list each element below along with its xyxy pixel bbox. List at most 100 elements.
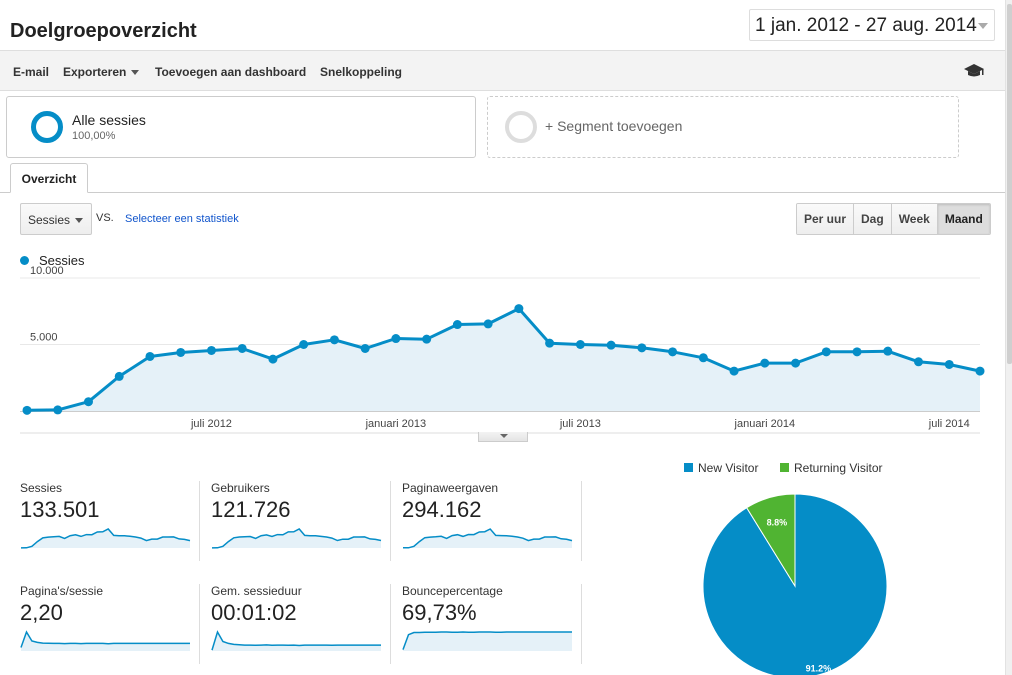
legend-swatch bbox=[684, 463, 693, 472]
x-tick-label: juli 2014 bbox=[928, 418, 970, 430]
scorecard-label: Gebruikers bbox=[211, 481, 270, 495]
scorecard-bounce-rate[interactable]: Bouncepercentage 69,73% bbox=[402, 584, 582, 664]
scorecard-sparkline bbox=[211, 630, 381, 651]
report-toolbar: E-mail Exporteren Toevoegen aan dashboar… bbox=[0, 50, 1005, 91]
data-point bbox=[606, 340, 616, 350]
chevron-down-icon bbox=[75, 218, 83, 223]
data-point bbox=[914, 357, 924, 367]
tab-overview[interactable]: Overzicht bbox=[10, 163, 88, 193]
data-point bbox=[206, 345, 216, 355]
scorecard-label: Pagina's/sessie bbox=[20, 584, 104, 598]
pie-slice bbox=[745, 493, 796, 588]
data-point bbox=[360, 343, 370, 353]
graduation-cap-icon[interactable] bbox=[963, 63, 985, 79]
scorecard-label: Gem. sessieduur bbox=[211, 584, 302, 598]
metric-select[interactable]: Sessies bbox=[20, 203, 92, 235]
sparkline-line bbox=[211, 528, 382, 549]
legend-swatch bbox=[780, 463, 789, 472]
page-title: Doelgroepoverzicht bbox=[10, 20, 197, 42]
sparkline-line bbox=[403, 528, 573, 549]
segment-all-sessions[interactable]: Alle sessies 100,00% bbox=[6, 96, 476, 158]
data-point bbox=[514, 304, 524, 314]
series-area bbox=[27, 308, 980, 411]
scorecard-label: Sessies bbox=[20, 481, 63, 495]
period-hour-button[interactable]: Per uur bbox=[797, 204, 855, 234]
segment-ring-icon bbox=[505, 111, 537, 143]
x-tick-label: januari 2013 bbox=[365, 418, 427, 430]
add-segment-button[interactable]: + Segment toevoegen bbox=[487, 96, 959, 158]
data-point bbox=[22, 405, 32, 415]
scorecard-pages-per-session[interactable]: Pagina's/sessie 2,20 bbox=[20, 584, 200, 664]
add-to-dashboard-button[interactable]: Toevoegen aan dashboard bbox=[155, 65, 307, 79]
data-point bbox=[83, 397, 93, 407]
sparkline-area bbox=[212, 632, 381, 651]
data-point bbox=[114, 371, 124, 381]
series-legend-label: Sessies bbox=[39, 253, 85, 268]
scorecard-users[interactable]: Gebruikers 121.726 bbox=[211, 481, 391, 561]
segment-name: Alle sessies bbox=[72, 112, 146, 128]
sparkline-area bbox=[21, 529, 190, 548]
metric-select-label: Sessies bbox=[28, 213, 71, 227]
add-segment-label: + Segment toevoegen bbox=[545, 118, 683, 134]
data-point bbox=[53, 405, 63, 415]
period-week-button[interactable]: Week bbox=[891, 204, 938, 234]
data-point bbox=[729, 366, 739, 376]
sparkline-line bbox=[20, 630, 190, 648]
chart-expand-toggle[interactable] bbox=[478, 432, 528, 442]
scorecard-avg-session-duration[interactable]: Gem. sessieduur 00:01:02 bbox=[211, 584, 391, 664]
scrollbar-thumb[interactable] bbox=[1007, 4, 1012, 364]
export-label: Exporteren bbox=[63, 65, 127, 79]
sessions-line-chart: 10.000 5.000 juli 2012 januari 2013 juli 201… bbox=[20, 265, 985, 434]
scorecard-value: 133.501 bbox=[20, 497, 100, 522]
chevron-down-icon bbox=[500, 434, 508, 438]
pie-legend-new: New Visitor bbox=[684, 461, 758, 475]
data-point bbox=[329, 335, 339, 345]
scorecard-value: 69,73% bbox=[402, 600, 477, 625]
period-day-button[interactable]: Dag bbox=[854, 204, 892, 234]
data-point bbox=[575, 340, 585, 349]
data-point bbox=[545, 338, 555, 348]
sparkline-area bbox=[403, 632, 572, 651]
vs-label: VS. bbox=[96, 212, 114, 224]
data-point bbox=[791, 358, 801, 368]
y-tick-label: 10.000 bbox=[30, 265, 64, 277]
data-point bbox=[852, 347, 862, 357]
shortcut-button[interactable]: Snelkoppeling bbox=[320, 65, 403, 79]
scorecard-sessions[interactable]: Sessies 133.501 bbox=[20, 481, 200, 561]
select-statistic-link[interactable]: Selecteer een statistiek bbox=[125, 213, 239, 225]
scorecard-sparkline bbox=[20, 528, 191, 549]
sparkline-line bbox=[20, 528, 191, 549]
scorecard-value: 294.162 bbox=[402, 497, 482, 522]
period-toggle: Per uur Dag Week Maand bbox=[796, 203, 991, 235]
scorecard-sparkline bbox=[402, 631, 572, 651]
chevron-down-icon bbox=[131, 70, 140, 76]
data-point bbox=[668, 347, 678, 357]
data-point bbox=[299, 340, 309, 349]
data-point bbox=[698, 353, 708, 363]
data-point bbox=[391, 334, 401, 344]
email-button[interactable]: E-mail bbox=[13, 65, 50, 79]
segment-percentage: 100,00% bbox=[72, 130, 116, 142]
data-point bbox=[883, 346, 893, 356]
export-button[interactable]: Exporteren bbox=[63, 65, 140, 79]
scorecard-sparkline bbox=[20, 630, 190, 651]
date-range-picker[interactable]: 1 jan. 2012 - 27 aug. 2014 bbox=[749, 9, 995, 41]
period-month-button[interactable]: Maand bbox=[937, 204, 990, 234]
scorecard-sparkline bbox=[211, 528, 382, 549]
scorecard-value: 00:01:02 bbox=[211, 600, 297, 625]
data-point bbox=[975, 366, 985, 376]
scorecard-label: Bouncepercentage bbox=[402, 584, 503, 598]
series-line bbox=[26, 307, 981, 412]
data-point bbox=[637, 343, 647, 353]
sparkline-area bbox=[212, 529, 381, 548]
visitor-type-pie-chart: 91.2% 8.8% bbox=[702, 493, 888, 675]
pie-legend-label: New Visitor bbox=[698, 461, 759, 475]
vertical-scrollbar[interactable] bbox=[1005, 0, 1012, 675]
scorecard-sparkline bbox=[403, 528, 573, 549]
scorecard-pageviews[interactable]: Paginaweergaven 294.162 bbox=[402, 481, 582, 561]
date-range-label: 1 jan. 2012 - 27 aug. 2014 bbox=[755, 15, 977, 36]
scorecard-value: 121.726 bbox=[211, 497, 291, 522]
x-tick-label: juli 2013 bbox=[559, 418, 601, 430]
data-point bbox=[944, 359, 954, 369]
